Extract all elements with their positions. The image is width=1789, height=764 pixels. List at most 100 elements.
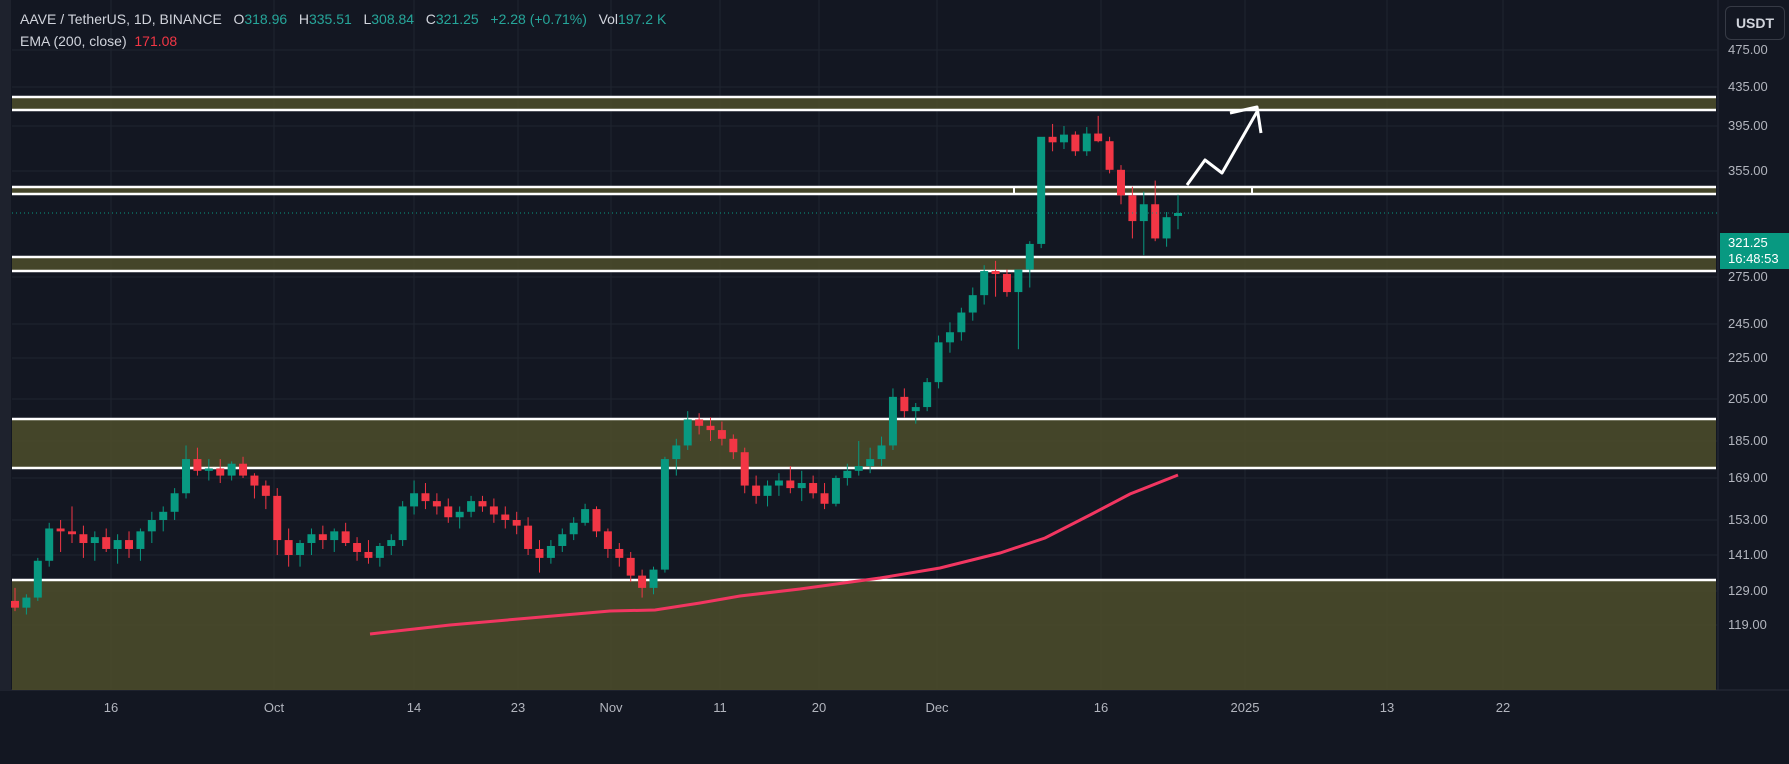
candle-body[interactable] [968,295,977,313]
candle-body[interactable] [501,514,510,520]
candle-body[interactable] [695,419,704,426]
candle-body[interactable] [934,342,943,383]
candle-body[interactable] [1014,269,1023,293]
candle-body[interactable] [375,545,384,558]
candle-body[interactable] [432,501,441,507]
candle-body[interactable] [1048,136,1057,143]
candle-body[interactable] [68,531,77,535]
candle-body[interactable] [581,509,590,523]
candle-body[interactable] [752,485,761,496]
candle-body[interactable] [296,543,305,555]
candle-body[interactable] [626,557,635,576]
candle-body[interactable] [980,271,989,296]
candle-body[interactable] [831,478,840,504]
candle-body[interactable] [90,537,99,544]
candle-body[interactable] [740,452,749,486]
candle-body[interactable] [1116,169,1125,196]
candle-body[interactable] [307,534,316,544]
candle-body[interactable] [489,506,498,515]
projection-arrow[interactable] [1185,109,1260,186]
candle-body[interactable] [706,425,715,431]
candle-body[interactable] [478,501,487,507]
candle-body[interactable] [11,600,19,608]
candle-body[interactable] [991,271,1000,275]
candle-body[interactable] [1059,134,1068,143]
candle-body[interactable] [250,475,259,486]
candle-body[interactable] [923,382,932,408]
candle-body[interactable] [1002,274,1011,293]
candle-body[interactable] [911,407,920,412]
candle-body[interactable] [159,511,168,520]
candle-body[interactable] [182,459,191,494]
candle-body[interactable] [216,468,225,476]
candle-body[interactable] [877,445,886,460]
candle-body[interactable] [455,511,464,518]
candle-body[interactable] [284,540,293,555]
candle-body[interactable] [957,312,966,333]
candle-body[interactable] [672,445,681,460]
candle-body[interactable] [341,531,350,544]
candle-body[interactable] [421,493,430,502]
candle-body[interactable] [660,459,669,570]
candle-body[interactable] [763,485,772,496]
candle-body[interactable] [603,531,612,549]
candle-body[interactable] [615,548,624,558]
candle-body[interactable] [33,560,42,598]
candle-body[interactable] [774,480,783,486]
candle-body[interactable] [136,531,145,549]
candle-body[interactable] [535,548,544,558]
sr-zone-1[interactable] [12,187,1716,194]
candle-body[interactable] [1025,243,1034,270]
candle-body[interactable] [809,483,818,494]
candle-body[interactable] [512,520,521,526]
candle-body[interactable] [945,332,954,343]
candle-body[interactable] [398,506,407,541]
sr-zone-4[interactable] [12,580,1716,690]
candle-body[interactable] [387,540,396,546]
candle-body[interactable] [569,522,578,535]
candle-body[interactable] [1162,217,1171,239]
candle-body[interactable] [239,463,248,476]
candle-body[interactable] [45,528,54,561]
resistance-box[interactable] [1013,186,1253,195]
currency-button[interactable]: USDT [1725,6,1785,40]
candle-body[interactable] [227,463,236,476]
candle-body[interactable] [1174,213,1182,216]
candle-body[interactable] [854,466,863,471]
candle-body[interactable] [1094,133,1103,142]
candle-body[interactable] [364,551,373,558]
candle-body[interactable] [592,509,601,532]
candle-body[interactable] [147,520,156,532]
candle-body[interactable] [193,459,202,471]
candle-body[interactable] [353,543,362,552]
sr-zone-0[interactable] [12,97,1716,110]
candle-body[interactable] [330,531,339,541]
legend-ema[interactable]: EMA (200, close) 171.08 [20,33,177,49]
candle-body[interactable] [273,495,282,541]
candle-body[interactable] [729,438,738,453]
candle-body[interactable] [444,506,453,518]
candle-body[interactable] [558,534,567,546]
candle-body[interactable] [820,493,829,504]
candle-body[interactable] [410,493,419,507]
candle-body[interactable] [125,540,134,549]
candle-body[interactable] [546,545,555,558]
candle-body[interactable] [900,396,909,412]
candle-body[interactable] [22,597,31,608]
candle-body[interactable] [318,534,327,541]
candle-body[interactable] [649,569,658,588]
symbol-label[interactable]: AAVE / TetherUS, 1D, BINANCE [20,11,222,27]
candle-body[interactable] [843,470,852,478]
sr-zone-2[interactable] [12,257,1716,271]
candle-body[interactable] [170,493,179,512]
candle-body[interactable] [1082,133,1091,152]
candle-body[interactable] [204,468,213,471]
candle-body[interactable] [261,485,270,496]
candle-body[interactable] [638,575,647,588]
candle-body[interactable] [866,459,875,467]
candle-body[interactable] [79,534,88,544]
candle-body[interactable] [113,540,122,549]
candle-body[interactable] [717,430,726,439]
